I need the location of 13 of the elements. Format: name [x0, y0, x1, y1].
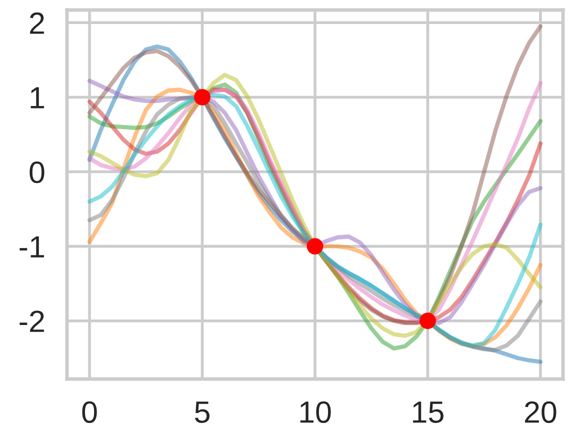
x-tick-label: 20 — [525, 401, 556, 423]
y-tick-label: 1 — [30, 87, 44, 108]
x-tick-label: 5 — [195, 402, 210, 423]
y-tick-label: -1 — [20, 236, 44, 258]
x-tick-label: 10 — [300, 401, 331, 423]
point — [420, 312, 436, 330]
y-tick-label: -2 — [20, 310, 44, 332]
x-tick-label: 0 — [82, 401, 97, 423]
y-tick-label: 2 — [30, 12, 44, 34]
y-tick-label: 0 — [30, 162, 44, 184]
x-tick-label: 15 — [413, 402, 444, 423]
point — [194, 89, 210, 106]
point — [306, 238, 324, 255]
